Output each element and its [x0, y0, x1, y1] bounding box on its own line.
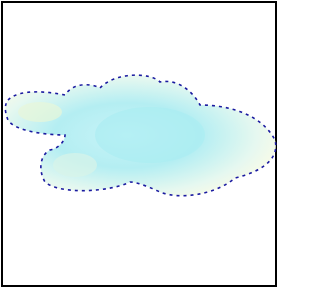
page: [0, 0, 278, 290]
cloud-tint: [18, 102, 62, 122]
canvas: [0, 0, 278, 290]
cloud-tint: [53, 153, 97, 177]
cloud-core: [95, 107, 205, 163]
